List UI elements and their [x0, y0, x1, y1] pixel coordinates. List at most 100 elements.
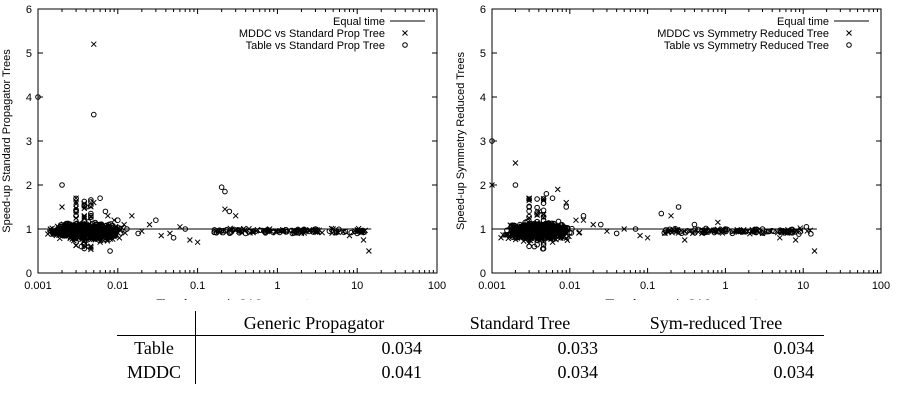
cell-table-symreduced: 0.034	[773, 338, 815, 358]
data-point-circle	[519, 224, 525, 231]
data-point-circle	[777, 227, 783, 233]
data-point-circle	[72, 232, 79, 238]
data-point-circle	[73, 225, 79, 231]
data-point-cross	[280, 228, 287, 235]
data-point-cross	[580, 217, 587, 224]
data-point-circle	[540, 223, 547, 230]
data-point-circle	[729, 230, 736, 237]
data-point-circle	[712, 228, 719, 235]
column-header-sym-reduced-tree: Sym-reduced Tree	[608, 311, 825, 336]
data-point-circle	[235, 227, 242, 233]
data-point-circle	[73, 209, 79, 215]
data-point-circle	[508, 228, 515, 234]
x-tick-label: 1	[274, 280, 280, 292]
data-point-cross	[44, 231, 51, 237]
data-point-circle	[771, 228, 777, 235]
data-point-circle	[105, 230, 111, 237]
data-point-circle	[58, 224, 64, 230]
data-point-circle	[526, 224, 532, 231]
data-point-cross	[715, 219, 721, 226]
data-point-cross	[576, 230, 582, 236]
legend-circle-key	[402, 42, 408, 48]
x-axis-label: Time for generic GAC propagator	[605, 298, 768, 300]
x-tick-label: 0.001	[478, 280, 506, 292]
data-point-circle	[108, 221, 114, 227]
x-tick-label: 0.1	[640, 280, 655, 292]
data-point-circle	[531, 243, 538, 250]
data-point-cross	[489, 182, 495, 188]
data-point-circle	[632, 226, 639, 232]
data-point-cross	[366, 248, 372, 254]
data-point-circle	[101, 230, 107, 237]
data-point-circle	[675, 228, 681, 235]
x-axis-label: Time for generic GAC propagator	[156, 298, 319, 300]
data-point-cross	[328, 225, 335, 232]
data-point-circle	[102, 208, 109, 215]
data-point-circle	[73, 213, 79, 219]
table-row: Table 0.034 0.033 0.034	[117, 335, 824, 360]
data-point-cross	[563, 235, 570, 241]
data-point-circle	[512, 182, 519, 188]
cell-table-standard: 0.033	[557, 338, 599, 358]
data-point-circle	[613, 230, 620, 237]
data-point-circle	[96, 221, 103, 228]
x-tick-label: 10	[351, 280, 363, 292]
x-tick-label: 0.001	[24, 280, 52, 292]
data-point-circle	[283, 227, 289, 233]
y-tick-label: 2	[480, 180, 486, 192]
data-point-cross	[498, 234, 504, 241]
data-point-circle	[88, 210, 94, 217]
data-point-circle	[750, 228, 757, 235]
data-point-circle	[534, 218, 540, 225]
data-point-circle	[675, 204, 682, 210]
data-point-cross	[87, 230, 93, 237]
data-point-circle	[711, 229, 718, 236]
x-tick-label: 10	[797, 280, 809, 292]
data-point-circle	[534, 196, 540, 202]
data-point-circle	[78, 243, 85, 250]
data-point-cross	[59, 204, 65, 210]
data-point-circle	[73, 207, 79, 213]
data-point-circle	[563, 204, 570, 210]
data-point-circle	[342, 228, 349, 235]
data-point-cross	[104, 212, 111, 219]
data-point-cross	[668, 212, 674, 219]
data-point-circle	[540, 200, 547, 207]
data-point-cross	[621, 226, 628, 232]
data-point-circle	[73, 221, 79, 227]
data-point-circle	[526, 232, 532, 239]
data-point-cross	[699, 230, 705, 237]
data-point-circle	[658, 210, 665, 217]
data-point-circle	[81, 233, 88, 240]
data-point-circle	[88, 212, 94, 219]
data-point-circle	[97, 228, 103, 235]
data-point-circle	[526, 243, 532, 250]
data-point-circle	[58, 222, 64, 228]
data-point-cross	[330, 226, 337, 232]
data-point-circle	[64, 230, 70, 237]
data-point-circle	[222, 188, 228, 195]
cell-mddc-symreduced: 0.034	[773, 362, 815, 382]
data-point-cross	[73, 195, 79, 202]
column-header-generic: Generic Propagator	[195, 311, 433, 336]
data-point-circle	[553, 223, 559, 229]
data-point-circle	[211, 229, 218, 236]
data-point-cross	[194, 239, 201, 246]
data-point-cross	[573, 217, 579, 224]
data-point-circle	[729, 228, 736, 234]
chart-panel-2: 0.001 0.01 0.1 1 10 100 0 1 2 3 4 5 6 Time for generi…	[455, 4, 890, 300]
data-point-circle	[543, 191, 550, 197]
data-point-cross	[776, 234, 783, 241]
data-point-circle	[69, 225, 76, 232]
data-point-circle	[534, 221, 540, 228]
data-point-cross	[549, 239, 556, 246]
data-point-circle	[274, 228, 281, 234]
data-point-cross	[759, 230, 766, 237]
y-tick-label: 0	[26, 268, 32, 280]
data-point-circle	[92, 222, 99, 228]
data-point-circle	[667, 226, 673, 233]
data-point-cross	[250, 228, 257, 235]
data-point-cross	[177, 223, 183, 230]
x-tick-label: 0.01	[559, 280, 580, 292]
